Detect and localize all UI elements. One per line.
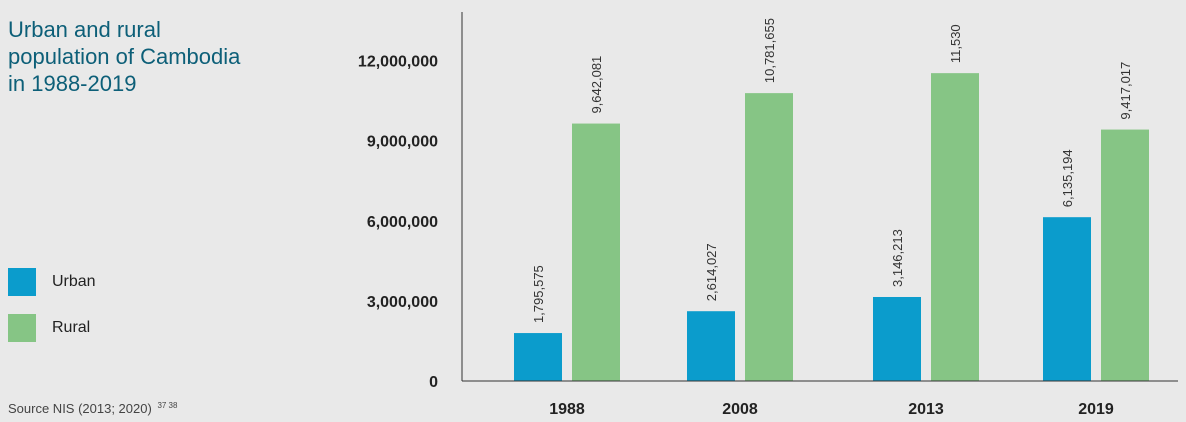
data-label: 9,642,081 <box>589 56 604 114</box>
source-text: Source NIS (2013; 2020) <box>8 401 152 416</box>
data-label: 10,781,655 <box>762 18 777 83</box>
bar-urban <box>1043 217 1091 381</box>
legend-swatch-urban <box>8 268 36 296</box>
legend-label-urban: Urban <box>52 273 96 290</box>
bar-urban <box>873 296 921 381</box>
y-tick-label: 6,000,000 <box>367 214 438 231</box>
source-refs: 37 38 <box>157 401 178 410</box>
x-tick-label: 2019 <box>1078 401 1114 418</box>
legend: Urban Rural <box>8 268 96 360</box>
data-label: 6,135,194 <box>1060 149 1075 207</box>
bar-rural <box>1101 129 1149 381</box>
chart-title: Urban and rural population of Cambodia i… <box>8 17 241 96</box>
legend-item-urban: Urban <box>8 268 96 296</box>
y-tick-label: 3,000,000 <box>367 294 438 311</box>
legend-item-rural: Rural <box>8 314 96 342</box>
legend-label-rural: Rural <box>52 319 91 336</box>
x-tick-label: 1988 <box>549 401 585 418</box>
data-label: 9,417,017 <box>1118 62 1133 120</box>
legend-swatch-rural <box>8 314 36 342</box>
y-tick-label: 12,000,000 <box>358 54 438 71</box>
bar-urban <box>687 311 735 381</box>
bar-rural <box>745 93 793 381</box>
data-label: 1,795,575 <box>531 265 546 323</box>
bar-urban <box>514 333 562 381</box>
data-label: 11,530 <box>948 24 963 63</box>
data-label: 3,146,213 <box>890 229 905 287</box>
source-note: Source NIS (2013; 2020) 37 38 <box>8 401 177 416</box>
x-tick-label: 2008 <box>722 401 758 418</box>
bar-rural <box>931 73 979 382</box>
y-tick-label: 0 <box>429 374 438 391</box>
bar-rural <box>572 123 620 382</box>
x-tick-label: 2013 <box>908 401 944 418</box>
y-tick-label: 9,000,000 <box>367 134 438 151</box>
data-label: 2,614,027 <box>704 243 719 301</box>
